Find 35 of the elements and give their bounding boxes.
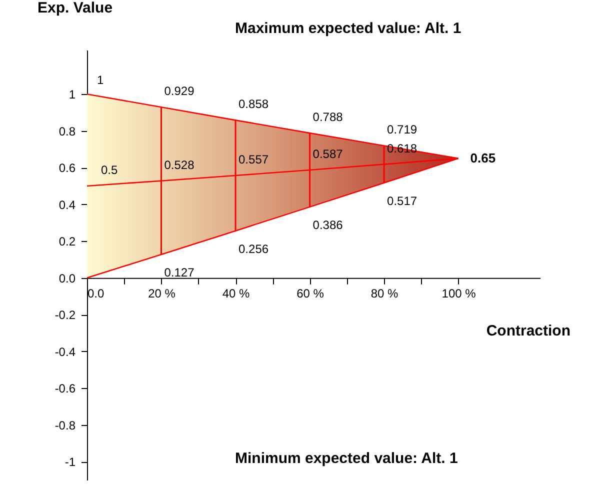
- chart-title: Maximum expected value: Alt. 1: [235, 20, 462, 37]
- y-tick-label: 0.2: [58, 234, 76, 249]
- data-label: 0.929: [164, 84, 195, 98]
- data-label: 0.5: [101, 162, 118, 177]
- data-label: 0.65: [470, 150, 496, 166]
- x-axis-title: Contraction: [486, 322, 570, 340]
- y-axis-title: Exp. Value: [38, 0, 113, 16]
- x-tick-label: 100 %: [442, 286, 476, 300]
- x-tick-label: 0.0: [88, 286, 105, 300]
- x-tick-label: 60 %: [296, 286, 324, 300]
- y-tick-label: -0.6: [54, 382, 76, 396]
- data-label: 0.256: [238, 242, 269, 256]
- data-label: 0.386: [312, 218, 344, 232]
- data-label: 0.528: [164, 158, 195, 172]
- data-label: 0.788: [312, 110, 344, 124]
- y-tick-label: -0.2: [54, 308, 76, 322]
- y-tick-label: 0.6: [58, 161, 76, 176]
- y-tick-label: 0.4: [58, 198, 76, 212]
- x-tick-label: 40 %: [222, 286, 250, 300]
- y-tick-label: -0.8: [54, 418, 76, 432]
- y-tick-label: 0.0: [58, 271, 76, 286]
- y-tick-label: 0.8: [58, 124, 76, 138]
- data-label: 0.858: [238, 97, 269, 112]
- data-label: 0.557: [238, 152, 269, 167]
- y-tick-label: -0.4: [54, 344, 76, 359]
- data-label: 0.127: [164, 266, 195, 280]
- annotation: Minimum expected value: Alt. 1: [235, 450, 458, 467]
- data-label: 0.517: [387, 194, 418, 208]
- data-label: 0.587: [312, 146, 344, 161]
- x-tick-label: 80 %: [370, 286, 399, 300]
- y-tick-label: -1: [64, 455, 76, 470]
- x-tick-label: 20 %: [148, 286, 176, 300]
- data-label: 1: [97, 73, 104, 88]
- data-label: 0.719: [387, 122, 418, 137]
- y-tick-label: 1: [68, 88, 76, 102]
